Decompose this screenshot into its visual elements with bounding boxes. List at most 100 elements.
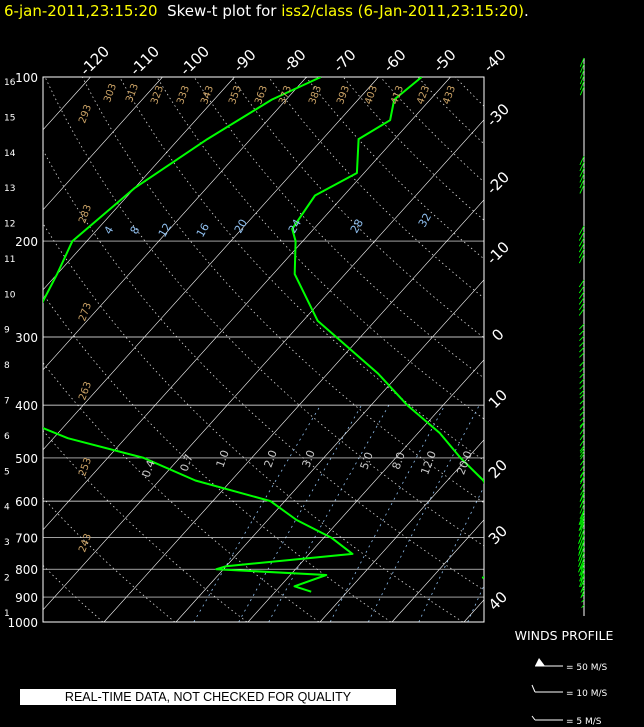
wind-barb bbox=[579, 416, 585, 422]
wind-legend-label: = 5 M/S bbox=[566, 717, 602, 727]
wind-barb bbox=[579, 162, 585, 172]
wind-barb bbox=[579, 552, 585, 565]
wind-barb bbox=[579, 445, 585, 452]
wind-barb bbox=[580, 453, 585, 460]
wind-barb bbox=[578, 248, 585, 258]
dry-adiabat bbox=[44, 77, 484, 547]
thetae-label: 24 bbox=[286, 217, 304, 236]
wind-barb bbox=[579, 546, 585, 559]
theta-label: 243 bbox=[77, 532, 94, 554]
temp-top-label: -60 bbox=[380, 46, 410, 76]
wind-barb bbox=[579, 509, 585, 520]
wind-barb bbox=[581, 604, 585, 609]
theta-label: 413 bbox=[389, 84, 406, 106]
theta-label: 343 bbox=[199, 84, 216, 106]
wind-barb bbox=[578, 285, 585, 294]
theta-label: 433 bbox=[441, 84, 458, 106]
plot-border bbox=[42, 76, 485, 623]
wind-barb bbox=[579, 173, 585, 183]
wind-barb bbox=[580, 573, 585, 582]
wind-barb bbox=[579, 405, 585, 411]
wind-barb bbox=[579, 450, 585, 457]
wind-barb bbox=[579, 361, 585, 367]
dry-adiabat bbox=[193, 77, 484, 379]
temp-top-label: -120 bbox=[76, 42, 113, 79]
temp-right-label: -20 bbox=[483, 168, 513, 198]
dry-adiabat bbox=[417, 77, 484, 145]
thetae-label: 32 bbox=[416, 211, 434, 230]
dry-adiabat bbox=[43, 497, 176, 622]
wind-barb bbox=[579, 393, 585, 399]
wind-barb bbox=[579, 498, 585, 508]
wind-barb bbox=[581, 599, 585, 603]
mixing-ratio-line bbox=[570, 405, 644, 622]
wind-barb bbox=[579, 75, 585, 85]
pressure-tick-label: 900 bbox=[15, 591, 38, 605]
wind-barb bbox=[579, 323, 585, 330]
wind-barb bbox=[579, 63, 585, 73]
wind-barb bbox=[579, 515, 585, 525]
wind-barb bbox=[578, 302, 585, 311]
wind-barb bbox=[579, 503, 585, 514]
wind-legend-tick bbox=[531, 684, 536, 693]
wind-barb bbox=[579, 341, 585, 347]
wind-barb bbox=[578, 297, 585, 305]
theta-label: 323 bbox=[149, 84, 166, 106]
temp-right-label: 40 bbox=[485, 588, 511, 614]
height-tick-label: 1 bbox=[4, 609, 10, 619]
mixing-ratio-line bbox=[367, 404, 480, 622]
wind-barb bbox=[580, 567, 585, 576]
theta-label: 293 bbox=[77, 103, 94, 125]
height-tick-label: 6 bbox=[4, 432, 10, 442]
wind-barb bbox=[578, 308, 585, 316]
wind-barb bbox=[579, 156, 585, 166]
wind-barb bbox=[578, 279, 585, 288]
theta-label: 283 bbox=[77, 203, 94, 225]
mixing-ratio-label: 0.7 bbox=[178, 452, 196, 473]
temp-top-label: -110 bbox=[126, 42, 163, 79]
height-tick-label: 4 bbox=[4, 503, 10, 513]
dry-adiabat bbox=[567, 77, 644, 622]
wind-barb bbox=[579, 384, 585, 390]
isotherm bbox=[43, 77, 451, 531]
wind-barb bbox=[581, 576, 585, 580]
wind-barb bbox=[580, 447, 585, 454]
dry-adiabat bbox=[604, 77, 644, 622]
thetae-label: 4 bbox=[102, 224, 117, 237]
temp-right-label: 10 bbox=[485, 386, 511, 412]
mixing-ratio-line bbox=[512, 405, 609, 622]
title-time: 6-jan-2011,23:15:20 bbox=[4, 2, 158, 20]
dry-adiabats bbox=[43, 77, 644, 622]
wind-barb bbox=[579, 179, 585, 189]
theta-label: 383 bbox=[307, 84, 324, 106]
isotherm bbox=[608, 77, 644, 622]
mixing-ratio-label: 8.0 bbox=[390, 450, 408, 471]
wind-barb bbox=[579, 352, 585, 358]
height-tick-label: 10 bbox=[4, 290, 16, 300]
wind-barb bbox=[578, 535, 585, 550]
temp-top-label: -40 bbox=[480, 46, 510, 76]
mixing-ratio-line bbox=[467, 584, 484, 622]
temp-right-label: 0 bbox=[488, 325, 507, 344]
isotherm bbox=[175, 279, 484, 622]
temp-right-label: -30 bbox=[483, 100, 513, 130]
wind-barb bbox=[580, 561, 585, 570]
mixing-ratio-lines bbox=[193, 404, 644, 622]
pressure-tick-label: 400 bbox=[15, 399, 38, 413]
dry-adiabat bbox=[454, 77, 484, 107]
wind-barb bbox=[578, 254, 585, 264]
wind-barb bbox=[579, 69, 585, 79]
dry-adiabat bbox=[81, 77, 484, 504]
wind-barb bbox=[579, 569, 585, 582]
wind-barb bbox=[581, 588, 585, 592]
wind-legend-tick bbox=[531, 715, 536, 721]
title-period: . bbox=[524, 2, 529, 20]
wind-barb bbox=[578, 243, 585, 253]
theta-label: 333 bbox=[175, 84, 192, 106]
wind-barb bbox=[579, 411, 585, 416]
wind-barb bbox=[579, 329, 585, 336]
height-tick-label: 16 bbox=[4, 78, 16, 88]
height-tick-label: 11 bbox=[4, 255, 15, 265]
quality-notice: REAL-TIME DATA, NOT CHECKED FOR QUALITY bbox=[20, 689, 396, 705]
